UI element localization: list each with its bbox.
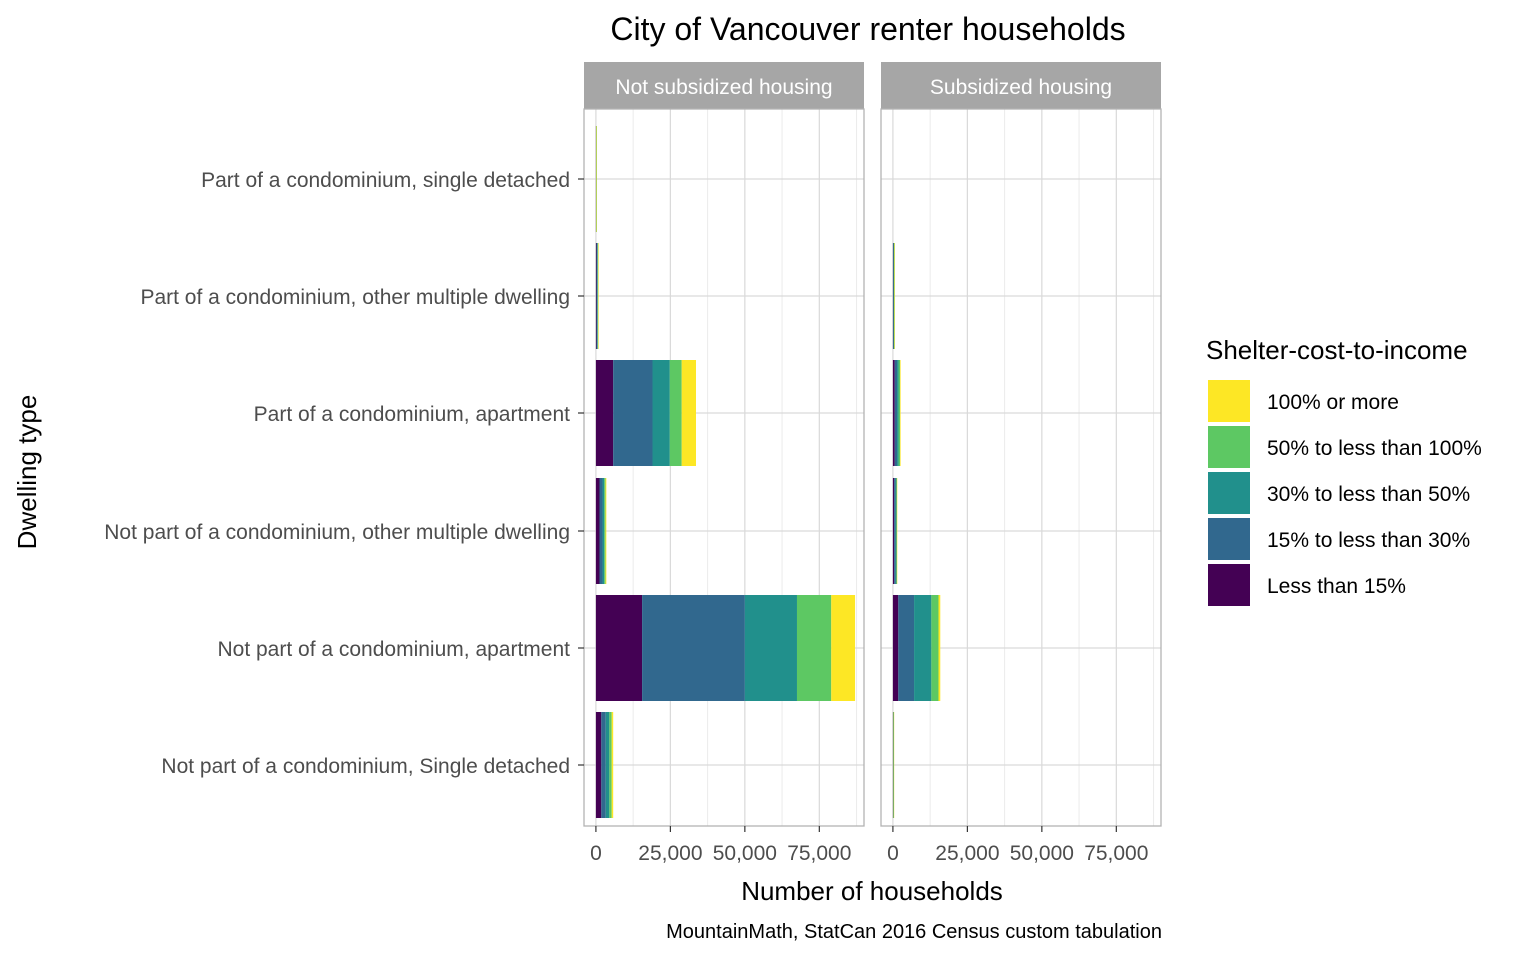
facet-strip (881, 62, 1161, 109)
bar-segment (595, 712, 602, 818)
legend-label: 100% or more (1267, 391, 1399, 414)
bar-segment (595, 478, 600, 584)
y-tick-label: Not part of a condominium, other multipl… (104, 521, 570, 544)
bar-segment (609, 712, 612, 818)
bar-segment (596, 243, 598, 349)
y-axis: Part of a condominium, single detached Pa… (104, 169, 584, 778)
legend: Shelter-cost-to-income 100% or more 50% t… (1206, 335, 1482, 606)
bar-segment (893, 712, 894, 818)
panels: Not subsidized housing 0 25,000 50,000 75,00… (583, 62, 1162, 865)
bar-segment (938, 595, 941, 701)
bar-segment (897, 360, 899, 466)
bar-segment (681, 360, 696, 466)
x-tick-label: 50,000 (1010, 842, 1074, 865)
bar-segment (892, 360, 895, 466)
y-tick-label: Part of a condominium, single detached (201, 169, 570, 192)
x-tick-label: 25,000 (935, 842, 999, 865)
bar-segment (892, 595, 899, 701)
x-tick-label: 50,000 (713, 842, 777, 865)
legend-key (1208, 380, 1250, 422)
bar-segment (599, 478, 603, 584)
y-tick-label: Part of a condominium, apartment (254, 403, 570, 426)
bar-segment (598, 243, 599, 349)
x-axis-title: Number of households (741, 876, 1003, 906)
panel-1: Not subsidized housing 0 25,000 50,000 75,00… (583, 62, 865, 865)
bar-segment (744, 595, 797, 701)
bar-segment (595, 360, 614, 466)
bar-segment (605, 712, 610, 818)
bar-segment (601, 712, 606, 818)
panel-border (583, 108, 865, 827)
chart-caption: MountainMath, StatCan 2016 Census custom… (666, 921, 1162, 943)
bar-segment (892, 478, 895, 584)
bar-segment (596, 126, 597, 232)
legend-label: 30% to less than 50% (1267, 483, 1470, 506)
panel-2: Subsidized housing 0 25,000 50,000 75,000 (880, 62, 1162, 865)
bar-segment (602, 478, 605, 584)
y-axis-title: Dwelling type (12, 395, 42, 550)
legend-title: Shelter-cost-to-income (1206, 335, 1468, 365)
x-tick-label: 0 (887, 842, 899, 865)
bar-segment (893, 243, 894, 349)
x-tick-label: 75,000 (787, 842, 851, 865)
bar-segment (613, 360, 653, 466)
bar-segment (595, 243, 597, 349)
bar-segment (595, 595, 643, 701)
bar-segment (894, 243, 895, 349)
bar-segment (652, 360, 670, 466)
facet-strip-label: Subsidized housing (930, 76, 1112, 99)
bar-segment (894, 360, 898, 466)
bar-segment (894, 243, 895, 349)
panel-border (880, 108, 1162, 827)
bar-segment (597, 243, 598, 349)
bar-segment (893, 243, 895, 349)
y-tick-label: Not part of a condominium, apartment (217, 638, 570, 661)
bar-segment (796, 595, 832, 701)
bar-segment (831, 595, 856, 701)
legend-label: Less than 15% (1267, 575, 1406, 598)
x-tick-label: 25,000 (638, 842, 702, 865)
facet-strip (584, 62, 864, 109)
y-tick-label: Not part of a condominium, Single detach… (161, 755, 570, 778)
bar-segment (898, 360, 901, 466)
legend-key (1208, 426, 1250, 468)
legend-key (1208, 564, 1250, 606)
legend-label: 15% to less than 30% (1267, 529, 1470, 552)
x-tick-label: 0 (590, 842, 602, 865)
legend-key (1208, 518, 1250, 560)
y-tick-label: Part of a condominium, other multiple dw… (140, 286, 570, 309)
bar-segment (604, 478, 606, 584)
bar-segment (931, 595, 939, 701)
bar-segment (669, 360, 682, 466)
bar-segment (914, 595, 932, 701)
bar-segment (900, 360, 901, 466)
bar-segment (611, 712, 614, 818)
chart-title: City of Vancouver renter households (610, 11, 1125, 47)
bar-segment (896, 478, 897, 584)
legend-key (1208, 472, 1250, 514)
bar-segment (894, 478, 896, 584)
bar-segment (642, 595, 745, 701)
bar-segment (893, 712, 895, 818)
legend-label: 50% to less than 100% (1267, 437, 1482, 460)
bar-segment (597, 243, 599, 349)
facet-strip-label: Not subsidized housing (615, 76, 832, 99)
bar-segment (892, 243, 894, 349)
bar-segment (895, 478, 897, 584)
bar-segment (898, 595, 915, 701)
bar-segment (896, 478, 898, 584)
x-tick-label: 75,000 (1084, 842, 1148, 865)
bar-segment (605, 478, 607, 584)
